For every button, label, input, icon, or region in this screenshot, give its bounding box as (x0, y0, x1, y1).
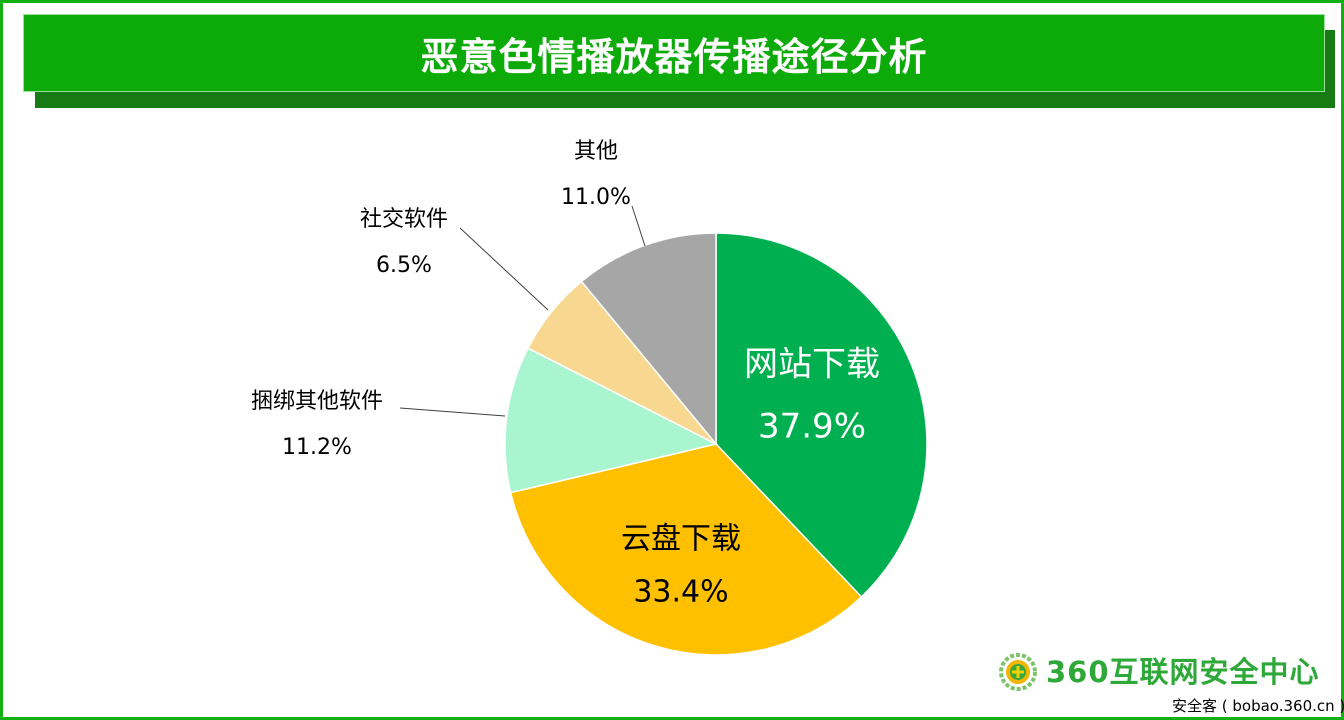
pie-slice-0 (715, 232, 928, 598)
slice-label-1: 云盘下载 (621, 522, 741, 557)
leader-line-2 (399, 407, 506, 417)
slice-value-1: 33.4% (633, 575, 728, 610)
slice-label-4: 其他 (574, 139, 618, 164)
slice-label-3: 社交软件 (360, 207, 448, 232)
chart-title: 恶意色情播放器传播途径分析 (420, 34, 928, 79)
title-bar: 恶意色情播放器传播途径分析 (23, 14, 1325, 92)
pie-slice-2 (504, 347, 719, 494)
source-text: 安全客 ( bobao.360.cn ) (1172, 697, 1344, 715)
slice-value-0: 37.9% (758, 407, 866, 447)
pie-slice-1 (509, 443, 863, 656)
slice-value-4: 11.0% (561, 185, 631, 210)
slice-value-3: 6.5% (376, 253, 432, 278)
slice-value-2: 11.2% (282, 435, 352, 460)
logo-emblem-icon (999, 653, 1037, 691)
slice-label-2: 捆绑其他软件 (251, 389, 383, 414)
leader-line-3 (459, 227, 549, 311)
logo-text: 360互联网安全中心 (1046, 655, 1320, 689)
slice-label-0: 网站下载 (744, 345, 880, 385)
logo: 360互联网安全中心 (996, 652, 1320, 692)
leader-line-4 (631, 205, 646, 247)
